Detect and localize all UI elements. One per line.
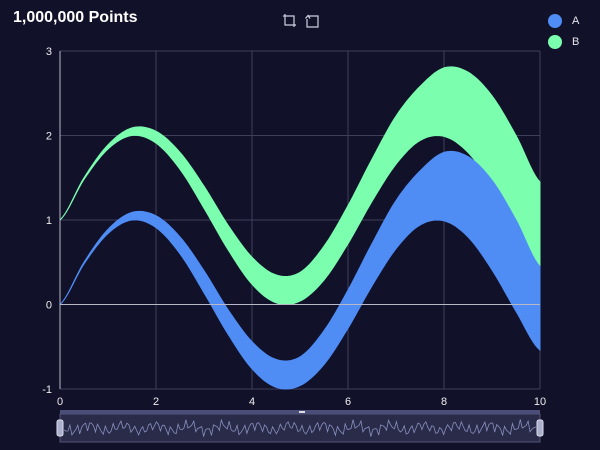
slider-sparkline: [63, 418, 537, 437]
x-tick-label: 4: [249, 396, 255, 408]
y-tick-label: 0: [46, 300, 52, 312]
legend-marker-a: [548, 14, 562, 28]
legend-marker-b: [548, 35, 562, 49]
zoom-reset-icon[interactable]: [304, 13, 320, 29]
chart-legend: A B: [548, 11, 579, 53]
legend-label-a: A: [572, 15, 580, 27]
x-tick-label: 8: [441, 396, 447, 408]
x-tick-label: 10: [534, 396, 546, 408]
x-tick-label: 0: [57, 396, 63, 408]
chart-axes: [59, 51, 540, 389]
y-tick-label: 3: [46, 46, 52, 58]
y-tick-label: 2: [46, 131, 52, 143]
x-tick-label: 6: [345, 396, 351, 408]
y-tick-label: 1: [46, 215, 52, 227]
y-tick-label: -1: [42, 384, 52, 396]
legend-label-b: B: [572, 36, 580, 48]
zoom-select-icon[interactable]: [282, 13, 298, 29]
series-band-a: [59, 150, 541, 390]
x-tick-label: 2: [153, 396, 159, 408]
data-zoom-slider[interactable]: [56, 410, 544, 443]
series-band-b: [59, 66, 541, 306]
legend-item-a[interactable]: A: [548, 11, 579, 31]
chart-series: [59, 66, 541, 390]
slider-left-handle[interactable]: [56, 419, 64, 437]
slider-move-handle: [299, 411, 305, 413]
chart-toolbox: [282, 13, 320, 29]
chart-title: 1,000,000 Points: [13, 9, 138, 26]
legend-item-b[interactable]: B: [548, 32, 579, 52]
slider-right-handle[interactable]: [536, 419, 544, 437]
chart-tick-labels: -1 0 1 2 3 0 2 4 6 8 10: [42, 46, 546, 408]
